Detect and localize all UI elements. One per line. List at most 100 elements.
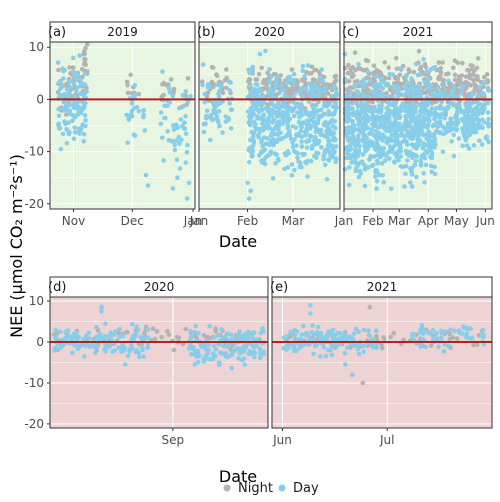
data-point: [321, 103, 327, 109]
data-point: [125, 353, 131, 359]
data-point: [332, 337, 337, 342]
data-point: [399, 125, 405, 130]
data-point: [341, 334, 346, 340]
data-point: [299, 332, 305, 337]
data-point: [315, 324, 321, 330]
data-point: [245, 180, 250, 186]
data-point: [251, 350, 256, 355]
data-point: [311, 119, 317, 125]
data-point: [469, 107, 475, 112]
data-point: [403, 117, 409, 123]
data-point: [141, 354, 146, 359]
data-point: [83, 46, 88, 51]
data-point: [415, 72, 421, 78]
data-point: [274, 152, 280, 157]
x-tick-label: Mar: [282, 214, 305, 228]
data-point: [371, 84, 377, 89]
data-point: [355, 153, 361, 159]
x-axis-title-top: Date: [219, 232, 257, 251]
data-point: [87, 344, 92, 350]
data-point: [175, 175, 180, 180]
data-point: [75, 105, 80, 111]
data-point: [288, 136, 294, 142]
data-point: [298, 128, 304, 134]
data-point: [343, 362, 348, 367]
data-point: [362, 132, 367, 138]
data-point: [227, 101, 232, 106]
data-point: [337, 342, 343, 347]
data-point: [387, 156, 392, 161]
data-point: [408, 135, 413, 141]
data-point: [326, 138, 331, 144]
data-point: [70, 69, 76, 75]
data-point: [298, 88, 303, 93]
data-point: [75, 85, 80, 90]
data-point: [385, 83, 390, 88]
data-point: [428, 139, 434, 144]
data-point: [374, 141, 380, 146]
data-point: [373, 128, 379, 134]
data-point: [259, 65, 265, 71]
data-point: [486, 87, 491, 93]
data-point: [82, 343, 88, 349]
data-point: [477, 84, 482, 90]
data-point: [467, 75, 473, 81]
data-point: [320, 112, 326, 117]
data-point: [311, 351, 316, 357]
data-point: [426, 144, 432, 150]
data-point: [274, 78, 280, 83]
x-tick-label: Jul: [379, 433, 394, 447]
data-point: [276, 106, 282, 112]
data-point: [319, 132, 325, 137]
legend: Night Day: [223, 481, 319, 496]
data-point: [57, 329, 63, 335]
data-point: [211, 343, 217, 349]
data-point: [303, 109, 309, 114]
data-point: [309, 134, 314, 140]
series-day: [55, 53, 193, 201]
data-point: [84, 42, 90, 47]
data-point: [410, 155, 415, 160]
data-point: [403, 121, 409, 127]
data-point: [469, 101, 474, 106]
data-point: [408, 119, 414, 125]
data-point: [392, 81, 397, 86]
data-point: [292, 348, 297, 354]
data-point: [305, 158, 310, 164]
data-point: [309, 64, 315, 70]
data-point: [132, 83, 138, 88]
data-point: [208, 356, 213, 362]
series-day: [342, 51, 492, 192]
data-point: [265, 70, 270, 76]
legend-night-label: Night: [238, 481, 273, 496]
data-point: [94, 324, 99, 330]
data-point: [303, 132, 308, 138]
data-point: [225, 354, 230, 360]
data-point: [362, 109, 368, 114]
data-point: [318, 75, 323, 81]
data-point: [270, 176, 276, 181]
data-point: [396, 107, 402, 112]
data-point: [76, 334, 82, 340]
data-point: [452, 72, 458, 77]
data-point: [463, 135, 468, 140]
data-point: [330, 154, 335, 159]
data-point: [452, 58, 458, 63]
panel-border: [49, 41, 196, 210]
data-point: [136, 109, 142, 114]
data-point: [218, 350, 223, 355]
panel-border: [49, 296, 269, 429]
data-point: [467, 122, 473, 128]
data-point: [382, 60, 388, 65]
data-point: [441, 78, 446, 83]
data-point: [253, 77, 258, 82]
data-point: [455, 94, 461, 100]
data-point: [201, 333, 207, 338]
data-point: [285, 165, 291, 170]
data-point: [249, 114, 254, 120]
data-point: [380, 92, 386, 98]
data-point: [429, 106, 435, 111]
data-point: [295, 110, 300, 115]
data-point: [170, 186, 176, 191]
data-point: [354, 92, 360, 98]
